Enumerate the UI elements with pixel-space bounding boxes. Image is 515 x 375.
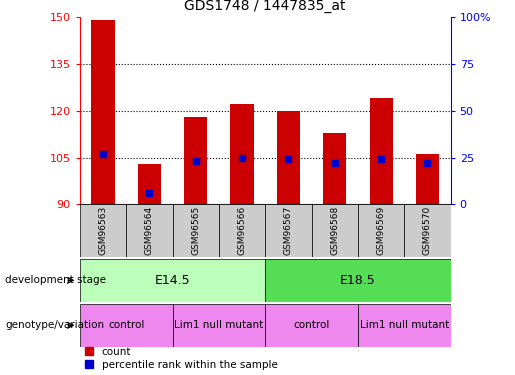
Text: GSM96564: GSM96564 [145,206,154,255]
Bar [173,204,219,257]
Bar [80,304,173,347]
Bar [231,104,253,204]
Text: control: control [108,320,144,330]
Text: E18.5: E18.5 [340,274,376,287]
Text: GSM96565: GSM96565 [191,206,200,255]
Text: GSM96570: GSM96570 [423,206,432,255]
Bar [265,204,312,257]
Bar [277,111,300,204]
Bar [138,164,161,204]
Title: GDS1748 / 1447835_at: GDS1748 / 1447835_at [184,0,346,13]
Bar [173,304,265,347]
Text: E14.5: E14.5 [154,274,191,287]
Text: Lim1 null mutant: Lim1 null mutant [174,320,264,330]
Legend: count, percentile rank within the sample: count, percentile rank within the sample [85,346,278,370]
Bar [80,204,126,257]
Bar [80,259,265,302]
Text: Lim1 null mutant: Lim1 null mutant [359,320,449,330]
Bar [219,204,265,257]
Text: GSM96568: GSM96568 [330,206,339,255]
Bar [358,204,404,257]
Bar [416,154,439,204]
Bar [92,20,114,204]
Text: GSM96566: GSM96566 [237,206,247,255]
Text: GSM96567: GSM96567 [284,206,293,255]
Text: genotype/variation: genotype/variation [5,320,104,330]
Text: control: control [294,320,330,330]
Bar [265,304,358,347]
Bar [369,98,392,204]
Text: GSM96569: GSM96569 [376,206,386,255]
Bar [404,204,451,257]
Bar [323,132,346,204]
Bar [312,204,358,257]
Bar [265,259,451,302]
Bar [358,304,451,347]
Bar [184,117,207,204]
Text: development stage: development stage [5,275,106,285]
Bar [126,204,173,257]
Text: GSM96563: GSM96563 [98,206,108,255]
